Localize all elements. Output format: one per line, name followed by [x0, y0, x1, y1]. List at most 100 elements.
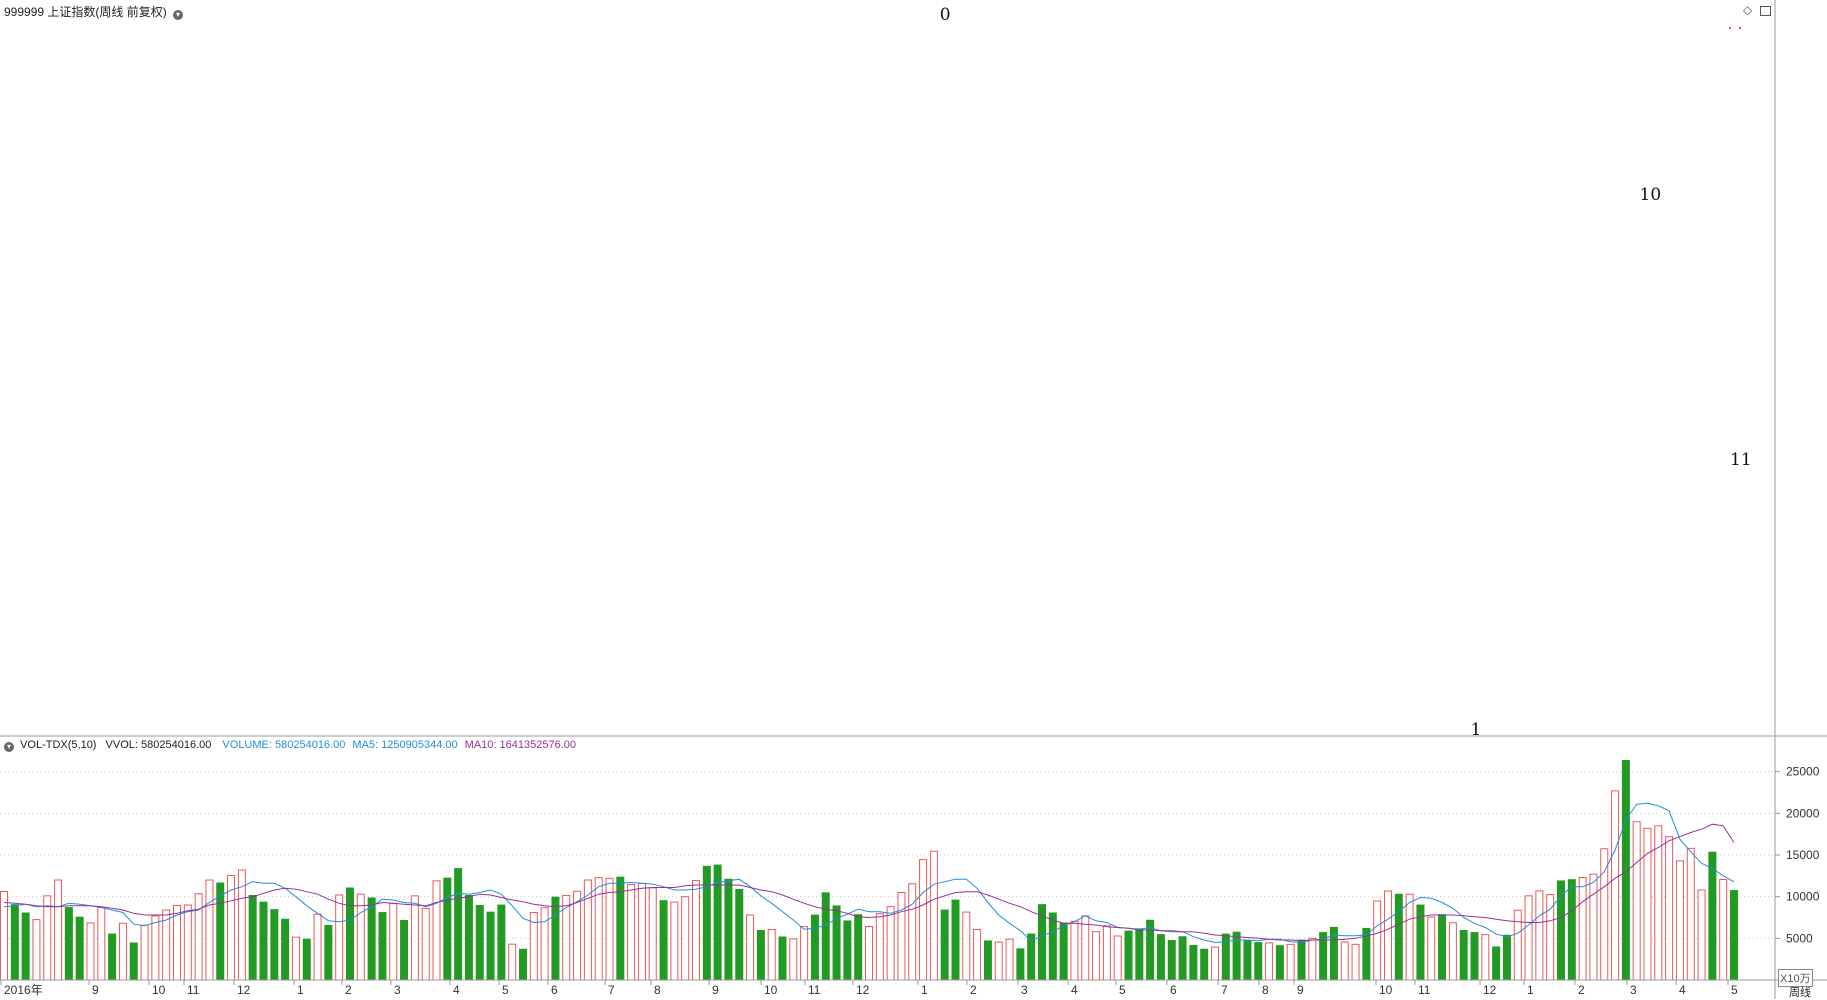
volume-bar-down [302, 938, 311, 980]
volume-bar-down [108, 933, 117, 980]
volume-bar-down [1275, 945, 1284, 980]
time-tick-label: 2016年 [4, 983, 43, 997]
volume-bar-down [1221, 933, 1230, 980]
volume-bar-up [1632, 821, 1641, 981]
time-tick-label: 3 [394, 983, 401, 997]
volume-bar-down [1730, 890, 1738, 980]
volume-bar-up [637, 882, 646, 981]
time-tick-label: 11 [1418, 983, 1431, 997]
volume-bar-up [1589, 873, 1598, 981]
volume-bar-down [324, 925, 333, 980]
volume-bar-up [1448, 922, 1457, 981]
time-tick-label: 1 [921, 983, 928, 997]
volume-bar-down [248, 895, 257, 980]
volume-bar-down [756, 930, 765, 980]
volume-bar-up [594, 877, 603, 981]
volume-bar-up [670, 901, 679, 981]
indicator-header: ▾ VOL-TDX(5,10) VVOL: 580254016.00 VOLUM… [4, 739, 576, 752]
volume-bar-down [1416, 904, 1425, 980]
time-tick-label: 12 [237, 983, 251, 997]
volume-value: VOLUME: 580254016.00 [222, 739, 346, 751]
time-tick-label: 9 [1297, 983, 1304, 997]
volume-bar-down [1178, 936, 1187, 980]
volume-tick-label: 25000 [1786, 765, 1820, 779]
volume-bar-down [1492, 946, 1501, 980]
volume-bar-up [1211, 946, 1219, 981]
marker-dot [1739, 27, 1741, 29]
volume-bar-down [21, 912, 30, 980]
collapse-icon[interactable]: ▾ [4, 742, 14, 752]
volume-bar-up [767, 929, 776, 981]
period-label[interactable]: 周线 [1789, 987, 1811, 999]
ma10-line [3, 823, 1735, 942]
volume-bar-up [962, 911, 971, 981]
vvol-value: VVOL: 580254016.00 [105, 739, 212, 751]
volume-bar-down [983, 940, 992, 980]
diamond-icon[interactable]: ◇ [1743, 3, 1753, 17]
volume-bar-up [540, 907, 549, 981]
wave-label-10: 10 [1640, 185, 1662, 205]
volume-bar-down [1254, 942, 1263, 980]
time-tick-label: 3 [1021, 983, 1028, 997]
wave-label-11: 11 [1730, 450, 1752, 470]
volume-bar-down [843, 920, 852, 980]
volume-bar-down [551, 896, 560, 980]
volume-bar-down [75, 916, 84, 980]
volume-bar-up [1643, 827, 1652, 981]
volume-bar-down [1243, 940, 1252, 980]
volume-bar-up [97, 907, 106, 981]
volume-bar-up [800, 926, 809, 981]
volume-bar-up [1427, 916, 1436, 981]
volume-bar-down [1038, 904, 1046, 980]
volume-bar-up [1546, 894, 1555, 981]
volume-bar-down [778, 936, 787, 980]
volume-bar-up [508, 943, 517, 981]
volume-bar-up [183, 904, 192, 981]
time-tick-label: 4 [1071, 983, 1078, 997]
volume-bar-up [1513, 909, 1522, 981]
ma5-line [3, 802, 1735, 944]
volume-bar-up [1102, 925, 1111, 981]
volume-bar-down [951, 899, 960, 980]
volume-bar-up [32, 919, 41, 981]
volume-bar-down [1232, 931, 1241, 980]
window-icon[interactable] [1760, 6, 1771, 16]
volume-bar-down [1319, 932, 1328, 980]
volume-bar-down [1362, 927, 1371, 980]
volume-bar-down [821, 892, 830, 980]
volume-bar-up [1405, 893, 1414, 981]
volume-bar-up [205, 879, 214, 981]
time-tick-label: 7 [608, 983, 615, 997]
volume-bar-down [1438, 914, 1447, 980]
volume-bar-up [1005, 938, 1014, 981]
time-tick-label: 10 [152, 983, 166, 997]
volume-bar-down [400, 920, 409, 980]
volume-bar-up [43, 895, 52, 981]
volume-bar-up [1070, 920, 1079, 981]
time-tick-label: 12 [856, 983, 870, 997]
time-tick-label: 2 [345, 983, 352, 997]
symbol-title: 999999 上证指数(周线 前复权) [4, 5, 167, 19]
volume-bar-up [875, 913, 884, 981]
volume-bar-down [1567, 879, 1576, 980]
volume-bar-down [1621, 760, 1630, 980]
volume-bar-up [692, 879, 700, 981]
dropdown-icon[interactable]: ▾ [173, 10, 184, 20]
volume-bar-down [1329, 926, 1338, 980]
time-tick-label: 5 [1119, 983, 1126, 997]
volume-bar-down [454, 868, 463, 980]
volume-bar-up [648, 887, 657, 981]
volume-bar-down [367, 897, 376, 980]
volume-bar-up [356, 893, 365, 981]
volume-tick-label: 20000 [1786, 806, 1820, 820]
volume-bar-up [1578, 877, 1587, 981]
time-tick-label: 3 [1630, 983, 1637, 997]
marker-dot [1729, 27, 1731, 29]
volume-bar-down [1459, 930, 1468, 980]
volume-bar-up [973, 929, 982, 981]
volume-bar-down [475, 905, 484, 980]
volume-bar-up [908, 883, 917, 981]
volume-bar-up [410, 895, 419, 981]
volume-bar-up [1113, 935, 1122, 981]
